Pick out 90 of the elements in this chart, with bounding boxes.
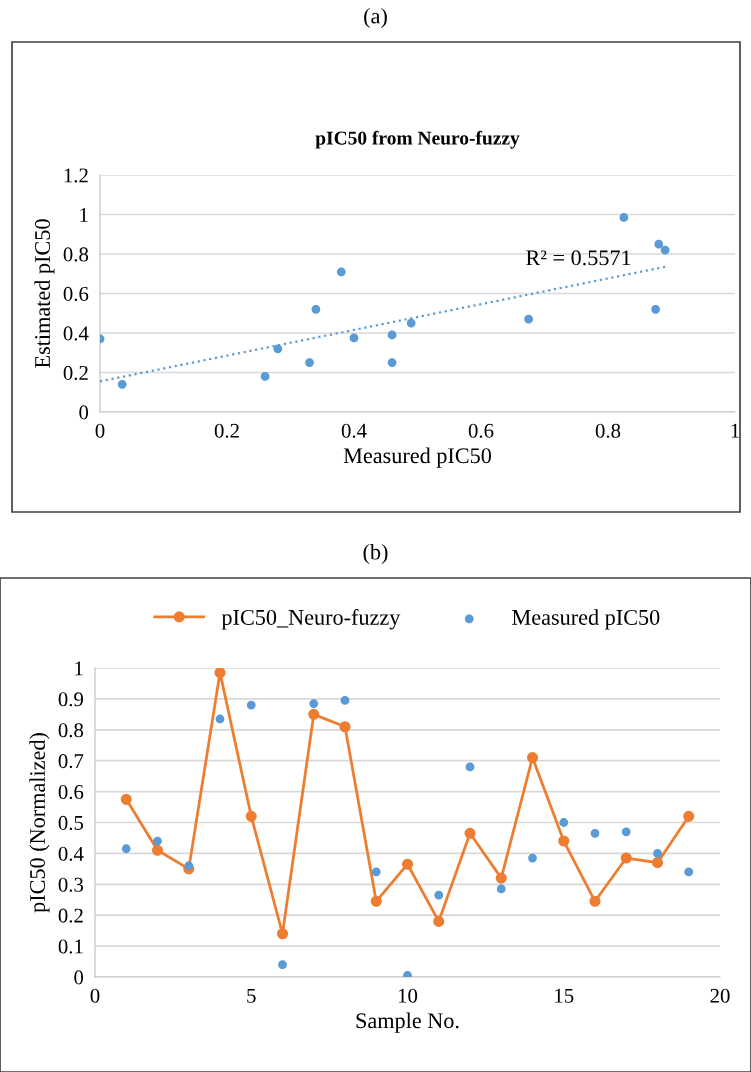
point xyxy=(401,858,414,870)
text: (b) xyxy=(363,543,388,565)
y-tick-label: 1 xyxy=(80,207,88,222)
x-tick-label: 0.6 xyxy=(468,423,494,438)
point xyxy=(120,793,132,805)
point xyxy=(590,828,600,838)
point xyxy=(434,890,444,900)
point xyxy=(387,358,397,368)
point xyxy=(151,844,164,856)
y-tick-label: 0.4 xyxy=(58,846,84,861)
point xyxy=(311,304,321,314)
y-tick-label: 0.9 xyxy=(58,692,84,707)
point xyxy=(558,835,570,847)
x-tick-label: 0.4 xyxy=(341,423,367,438)
text: (a) xyxy=(364,7,387,29)
y-axis-title: Estimated pIC50 xyxy=(34,219,55,368)
point xyxy=(370,895,382,907)
point xyxy=(524,314,534,324)
x-tick-label: 5 xyxy=(247,988,256,1003)
point xyxy=(214,668,226,679)
point xyxy=(260,372,270,381)
point xyxy=(406,318,416,328)
legend-label: Measured pIC50 xyxy=(512,609,660,630)
y-tick-label: 1.2 xyxy=(64,168,88,183)
point xyxy=(651,857,664,869)
point xyxy=(276,928,289,940)
point xyxy=(620,852,632,864)
point xyxy=(496,884,506,894)
x-axis-title: Measured pIC50 xyxy=(343,447,492,468)
point xyxy=(184,861,194,871)
point xyxy=(653,849,662,858)
point xyxy=(336,267,346,277)
point xyxy=(495,872,507,884)
point xyxy=(619,213,629,222)
y-tick-label: 0.7 xyxy=(58,754,84,769)
point xyxy=(117,379,127,389)
point xyxy=(246,700,256,710)
x-tick-label: 1 xyxy=(731,423,739,438)
point xyxy=(433,915,445,927)
x-axis-title: Sample No. xyxy=(356,1012,459,1033)
point xyxy=(660,245,670,255)
point xyxy=(526,752,539,764)
x-tick-label: 20 xyxy=(710,988,730,1003)
y-tick-label: 0.2 xyxy=(63,365,88,381)
point xyxy=(153,836,162,846)
point xyxy=(559,818,569,827)
point xyxy=(349,333,359,343)
x-tick-label: 10 xyxy=(398,988,418,1003)
point xyxy=(121,844,131,854)
point xyxy=(528,853,537,863)
point xyxy=(684,867,694,877)
point xyxy=(215,714,225,724)
x-tick-label: 15 xyxy=(555,988,574,1003)
annotation: R² = 0.5571 xyxy=(526,250,631,266)
point xyxy=(387,330,397,340)
point xyxy=(651,304,661,314)
y-tick-label: 0.6 xyxy=(58,784,84,800)
point xyxy=(278,960,287,970)
point xyxy=(621,827,631,837)
point xyxy=(273,344,283,354)
point xyxy=(683,810,695,822)
x-tick-label: 0.8 xyxy=(595,423,621,438)
y-tick-label: 0.6 xyxy=(63,286,89,302)
legend-label: pIC50_Neuro-fuzzy xyxy=(221,609,401,630)
x-tick-label: 0.2 xyxy=(214,423,239,438)
point xyxy=(308,708,320,720)
point xyxy=(339,721,351,733)
point xyxy=(654,239,664,249)
point xyxy=(371,867,381,877)
y-tick-label: 0 xyxy=(79,405,89,420)
y-tick-label: 0.2 xyxy=(58,908,83,923)
y-axis-title: pIC50 (Normalized) xyxy=(29,733,50,913)
y-tick-label: 0.1 xyxy=(58,939,83,954)
point xyxy=(464,827,476,839)
point xyxy=(589,895,601,907)
y-tick-label: 0 xyxy=(74,970,84,985)
y-tick-label: 0.5 xyxy=(58,815,84,831)
point xyxy=(305,358,314,368)
x-tick-label: 0 xyxy=(95,423,105,438)
point xyxy=(340,696,350,705)
chart-title: pIC50 from Neuro-fuzzy xyxy=(315,130,520,149)
point xyxy=(245,810,257,822)
point xyxy=(309,699,319,708)
x-tick-label: 0 xyxy=(90,988,100,1003)
y-tick-label: 0.3 xyxy=(58,877,84,892)
y-tick-label: 0.8 xyxy=(63,247,89,262)
point xyxy=(465,762,475,772)
y-tick-label: 1 xyxy=(75,661,83,676)
y-tick-label: 0.4 xyxy=(63,326,89,341)
y-tick-label: 0.8 xyxy=(58,723,84,738)
